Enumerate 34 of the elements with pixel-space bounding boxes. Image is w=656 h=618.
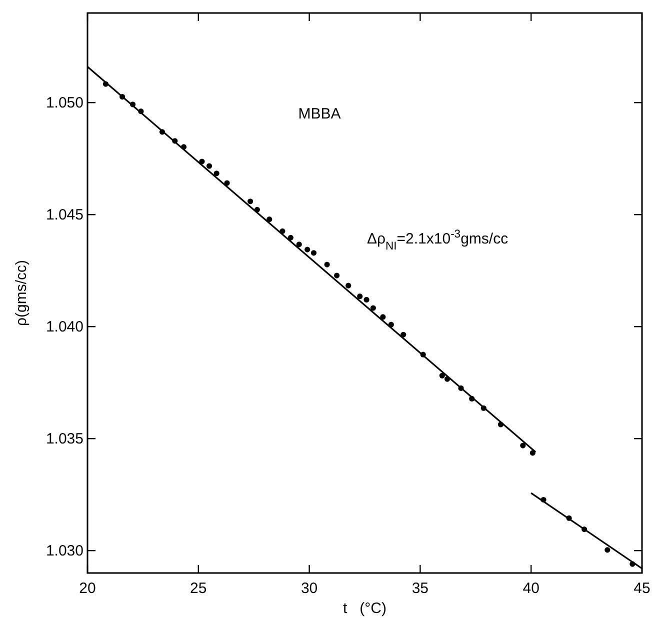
point [296, 242, 302, 248]
y-axis-title: ρ(gms/cc) [13, 260, 30, 326]
x-tick-label: 40 [522, 580, 540, 597]
point [304, 246, 310, 252]
point [380, 314, 386, 320]
point [214, 170, 220, 176]
annotation: MBBA [298, 105, 341, 122]
point [520, 442, 526, 448]
point [248, 198, 254, 204]
y-tick-label: 1.040 [46, 318, 84, 336]
point [324, 262, 330, 268]
point [206, 163, 212, 169]
annotation: Δρ$_{NI}$=2.1x10$^{-3}$gms/cc [366, 228, 509, 253]
point [266, 216, 272, 222]
point [400, 332, 406, 338]
point [288, 234, 294, 240]
point [439, 372, 445, 378]
y-tick-label: 1.030 [46, 542, 84, 560]
point [357, 294, 363, 300]
point [310, 250, 317, 256]
y-tick-label: 1.045 [46, 206, 84, 224]
x-tick-label: 35 [412, 580, 429, 597]
point [334, 272, 340, 278]
x-tick-label: 25 [190, 580, 207, 597]
x-tick-label: 45 [634, 580, 650, 597]
x-axis-title: t (°C) [343, 600, 386, 617]
y-tick-label: 1.050 [46, 94, 84, 112]
point [346, 282, 352, 288]
x-tick-label: 30 [300, 580, 318, 597]
point [364, 296, 370, 303]
point [604, 547, 610, 553]
point [370, 305, 376, 311]
y-tick-label: 1.035 [46, 430, 84, 448]
x-tick-label: 20 [79, 580, 96, 597]
